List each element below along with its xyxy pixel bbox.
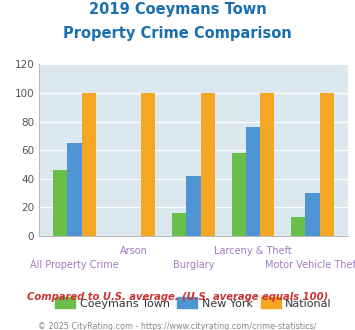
Text: 2019 Coeymans Town: 2019 Coeymans Town <box>89 2 266 16</box>
Bar <box>305 193 320 236</box>
Bar <box>186 176 201 236</box>
Bar <box>172 213 186 236</box>
Text: Property Crime Comparison: Property Crime Comparison <box>63 26 292 41</box>
Bar <box>246 127 260 236</box>
Bar <box>201 93 215 236</box>
Bar <box>260 93 274 236</box>
Text: Motor Vehicle Theft: Motor Vehicle Theft <box>265 260 355 270</box>
Bar <box>320 93 334 236</box>
Text: Burglary: Burglary <box>173 260 214 270</box>
Text: Arson: Arson <box>120 246 148 256</box>
Text: All Property Crime: All Property Crime <box>30 260 119 270</box>
Legend: Coeymans Town, New York, National: Coeymans Town, New York, National <box>51 293 336 313</box>
Bar <box>53 170 67 236</box>
Bar <box>67 143 82 236</box>
Bar <box>82 93 96 236</box>
Text: Compared to U.S. average. (U.S. average equals 100): Compared to U.S. average. (U.S. average … <box>27 292 328 302</box>
Bar <box>141 93 155 236</box>
Bar <box>291 217 305 236</box>
Text: © 2025 CityRating.com - https://www.cityrating.com/crime-statistics/: © 2025 CityRating.com - https://www.city… <box>38 322 317 330</box>
Bar <box>231 153 246 236</box>
Text: Larceny & Theft: Larceny & Theft <box>214 246 292 256</box>
